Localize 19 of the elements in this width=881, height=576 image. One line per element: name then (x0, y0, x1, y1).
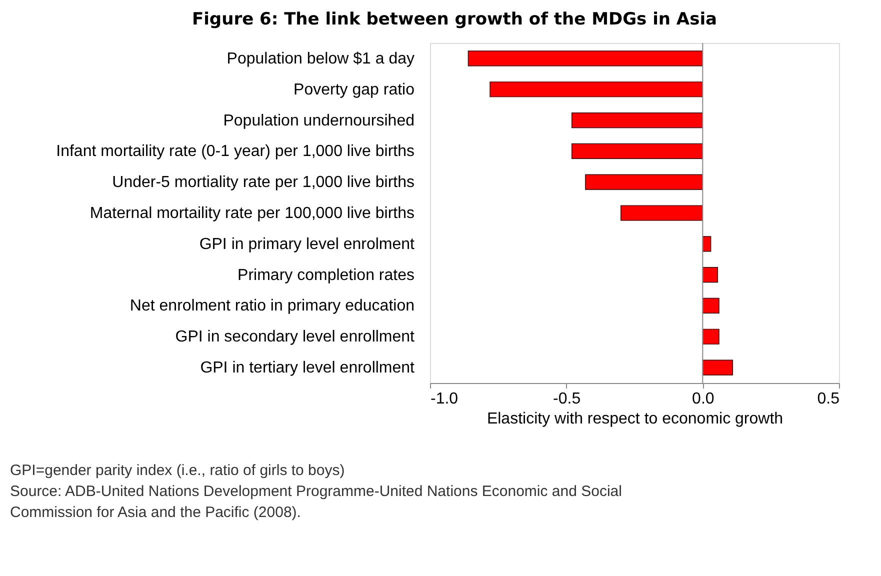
y-tick-label: Population undernoursihed (223, 112, 414, 130)
y-tick-label: Net enrolment ratio in primary education (130, 298, 414, 315)
y-tick-label: Maternal mortaility rate per 100,000 live births (90, 205, 414, 222)
y-tick-label: Population below $1 a day (226, 50, 414, 68)
y-tick-label: Poverty gap ratio (294, 81, 415, 98)
y-tick-label: Under-5 mortiality rate per 1,000 live births (112, 174, 414, 192)
x-tick-label: -0.5 (553, 390, 581, 408)
x-tick-label: 0.0 (692, 390, 714, 408)
x-tick-label: 0.5 (817, 390, 840, 408)
source-note: Source: ADB-United Nations Development Programme-United Nations Economic and Social Commission for Asia and the Pacific (2008). (10, 483, 622, 521)
y-tick-label: GPI in primary level enrolment (199, 236, 416, 253)
chart-title: Figure 6: The link between growth of the MDGs in Asia (192, 10, 718, 30)
y-tick-label: GPI in secondary level enrollment (175, 328, 416, 346)
text: GPI=gender parity index (i.e., ratio of girls to boys) (10, 462, 345, 479)
y-tick-label: GPI in tertiary level enrollment (200, 360, 416, 377)
x-axis-title: Elasticity with respect to economic growth (486, 410, 784, 428)
y-tick-label: Primary completion rates (238, 266, 414, 284)
y-tick-label: Infant mortaility rate (0-1 year) per 1,000 live births (56, 143, 414, 160)
x-tick-label: -1.0 (430, 390, 458, 408)
